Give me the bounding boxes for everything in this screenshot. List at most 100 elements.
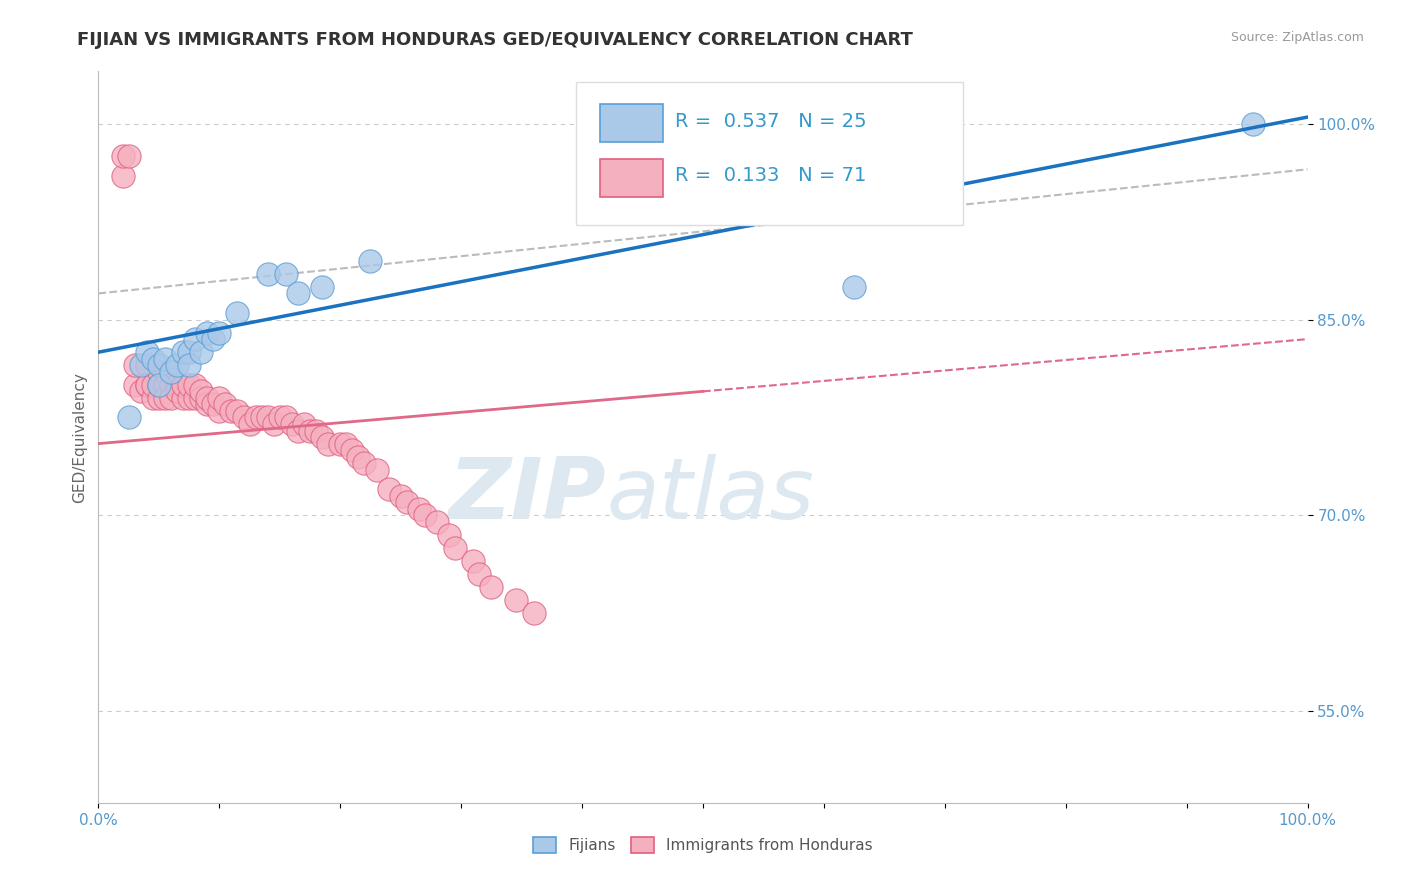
Point xyxy=(426,515,449,529)
Point xyxy=(395,495,418,509)
Point xyxy=(311,280,333,294)
Y-axis label: GED/Equivalency: GED/Equivalency xyxy=(72,372,87,502)
Point xyxy=(505,593,527,607)
Point xyxy=(184,332,207,346)
Text: FIJIAN VS IMMIGRANTS FROM HONDURAS GED/EQUIVALENCY CORRELATION CHART: FIJIAN VS IMMIGRANTS FROM HONDURAS GED/E… xyxy=(77,31,914,49)
Point xyxy=(353,456,375,470)
Point xyxy=(226,404,249,418)
Point xyxy=(148,377,170,392)
Point xyxy=(172,377,194,392)
Point xyxy=(153,365,176,379)
Point xyxy=(166,384,188,399)
Point xyxy=(256,410,278,425)
Point xyxy=(172,345,194,359)
Point xyxy=(311,430,333,444)
Point xyxy=(129,384,152,399)
Text: R =  0.537   N = 25: R = 0.537 N = 25 xyxy=(675,112,868,131)
Point xyxy=(195,397,218,411)
Point xyxy=(437,528,460,542)
Point xyxy=(160,391,183,405)
Point xyxy=(292,417,315,431)
Point xyxy=(135,358,157,372)
Point xyxy=(444,541,467,555)
Point xyxy=(274,410,297,425)
Point xyxy=(135,377,157,392)
Point xyxy=(413,508,436,523)
Point xyxy=(179,345,201,359)
Point xyxy=(142,377,165,392)
Point xyxy=(245,410,267,425)
Point xyxy=(481,580,503,594)
Point xyxy=(408,502,430,516)
Point xyxy=(214,397,236,411)
Point xyxy=(335,436,357,450)
Point xyxy=(160,365,183,379)
Text: Source: ZipAtlas.com: Source: ZipAtlas.com xyxy=(1230,31,1364,45)
Point xyxy=(190,391,212,405)
Point xyxy=(844,280,866,294)
Point xyxy=(377,483,399,497)
Point xyxy=(226,306,249,320)
Point xyxy=(239,417,262,431)
Point xyxy=(142,351,165,366)
Legend: Fijians, Immigrants from Honduras: Fijians, Immigrants from Honduras xyxy=(526,830,880,861)
Point xyxy=(166,358,188,372)
Point xyxy=(281,417,304,431)
Point xyxy=(118,149,141,163)
Point xyxy=(111,149,134,163)
Point xyxy=(1241,117,1264,131)
Point xyxy=(153,377,176,392)
Point xyxy=(179,391,201,405)
Point xyxy=(153,391,176,405)
Point xyxy=(124,377,146,392)
Point xyxy=(360,253,382,268)
Point xyxy=(299,424,322,438)
Point xyxy=(172,391,194,405)
Point xyxy=(523,607,546,621)
Point xyxy=(468,567,491,582)
Point xyxy=(202,332,225,346)
Point xyxy=(287,286,309,301)
Point xyxy=(287,424,309,438)
Point xyxy=(389,489,412,503)
Point xyxy=(160,377,183,392)
Point xyxy=(221,404,243,418)
Point xyxy=(342,443,364,458)
Point xyxy=(366,463,388,477)
Point xyxy=(153,351,176,366)
Point xyxy=(316,436,339,450)
Point xyxy=(195,326,218,340)
Point xyxy=(208,391,231,405)
Point xyxy=(329,436,352,450)
Text: ZIP: ZIP xyxy=(449,454,606,537)
Point xyxy=(111,169,134,183)
Point xyxy=(179,377,201,392)
Point xyxy=(269,410,291,425)
Point xyxy=(184,391,207,405)
Point xyxy=(148,365,170,379)
Point xyxy=(135,377,157,392)
Point xyxy=(179,358,201,372)
Point xyxy=(124,358,146,372)
Point xyxy=(135,345,157,359)
Point xyxy=(166,377,188,392)
Point xyxy=(148,391,170,405)
FancyBboxPatch shape xyxy=(600,104,664,143)
Point xyxy=(274,267,297,281)
Point xyxy=(148,358,170,372)
Point xyxy=(347,450,370,464)
Point xyxy=(129,358,152,372)
Point xyxy=(190,345,212,359)
Point xyxy=(195,391,218,405)
Point xyxy=(208,404,231,418)
FancyBboxPatch shape xyxy=(600,159,664,197)
Point xyxy=(202,397,225,411)
Point xyxy=(463,554,485,568)
Point xyxy=(250,410,273,425)
Point xyxy=(208,326,231,340)
Point xyxy=(148,377,170,392)
Text: atlas: atlas xyxy=(606,454,814,537)
Point xyxy=(305,424,328,438)
Point xyxy=(190,384,212,399)
Point xyxy=(118,410,141,425)
